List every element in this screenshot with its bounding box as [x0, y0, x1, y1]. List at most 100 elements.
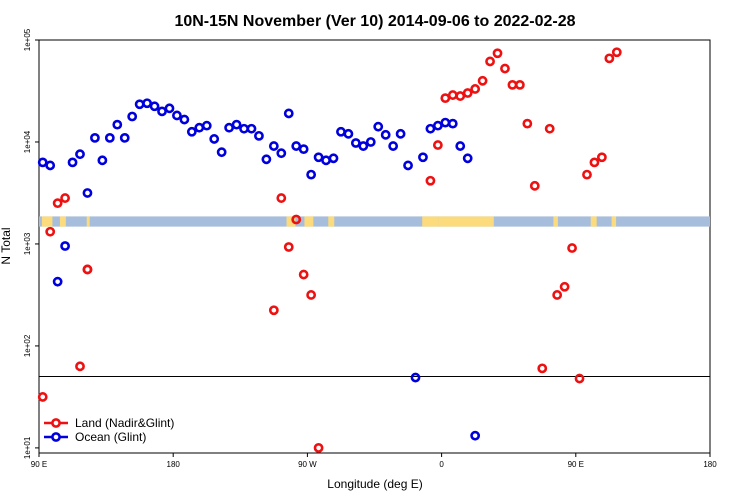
ocean-point	[201, 120, 212, 131]
ocean-point	[75, 149, 85, 160]
land-point	[291, 214, 302, 225]
land-point	[268, 305, 279, 316]
ocean-point	[447, 118, 458, 129]
ocean-point	[313, 152, 324, 163]
land-point	[604, 53, 615, 64]
ocean-point	[231, 119, 242, 130]
x-tick-label: 90 E	[568, 460, 584, 469]
land-point	[60, 193, 70, 203]
ocean-point	[268, 141, 279, 151]
band-land	[328, 216, 335, 227]
land-point	[559, 281, 570, 292]
x-tick-label: 90 E	[31, 460, 47, 469]
ocean-point	[380, 129, 391, 140]
land-point	[82, 264, 93, 275]
land-point	[425, 175, 436, 186]
band-land	[304, 216, 314, 227]
y-tick-label: 1e+02	[23, 334, 32, 357]
ocean-point	[432, 120, 443, 131]
ocean-point	[172, 110, 182, 121]
ocean-point	[254, 130, 264, 141]
ocean-point	[298, 144, 309, 155]
x-tick-label: 180	[703, 460, 717, 469]
band-land	[59, 216, 66, 227]
land-point	[582, 169, 592, 180]
ocean-point	[97, 155, 108, 166]
ocean-point	[276, 148, 287, 159]
band-ocean	[39, 216, 710, 227]
band-land	[590, 216, 597, 227]
x-tick-label: 180	[167, 460, 181, 469]
ocean-point	[142, 98, 153, 109]
ocean-point	[418, 152, 428, 163]
band-land	[41, 216, 53, 227]
ocean-point	[60, 241, 70, 251]
land-point	[440, 93, 451, 104]
land-point	[544, 123, 555, 134]
land-point	[298, 269, 309, 280]
land-ocean-band	[39, 216, 710, 227]
legend-entry: Ocean (Glint)	[75, 430, 146, 444]
ocean-point	[164, 103, 175, 114]
land-point	[552, 290, 563, 300]
land-point	[529, 180, 540, 191]
ocean-point	[209, 134, 220, 144]
x-axis: 90 E 180 90 W 0 90 E 180	[31, 453, 717, 469]
ocean-point	[350, 138, 361, 148]
ocean-point	[373, 121, 384, 132]
ocean-point	[112, 119, 123, 130]
y-tick-label: 1e+04	[23, 130, 32, 153]
ocean-point	[462, 153, 473, 164]
ocean-point	[67, 157, 78, 168]
ocean-point	[45, 160, 56, 171]
ocean-point	[90, 132, 100, 143]
x-axis-label: Longitude (deg E)	[327, 477, 422, 491]
land-point	[462, 88, 473, 98]
ocean-point	[37, 157, 48, 168]
land-point	[37, 392, 48, 402]
ocean-point	[127, 111, 138, 122]
land-point	[589, 157, 600, 168]
ocean-point	[328, 153, 339, 164]
data-points	[37, 47, 622, 453]
ocean-point	[119, 132, 130, 143]
land-point	[45, 226, 56, 237]
ocean-point	[216, 147, 227, 158]
ocean-point	[343, 128, 354, 139]
x-tick-label: 90 W	[298, 460, 317, 469]
ocean-point	[403, 160, 413, 171]
land-point	[477, 75, 488, 86]
y-tick-label: 1e+05	[23, 28, 32, 51]
ocean-point	[388, 141, 399, 151]
land-point	[432, 140, 443, 150]
ocean-point	[425, 123, 436, 134]
ocean-point	[358, 141, 369, 151]
y-tick-label: 1e+03	[23, 232, 32, 255]
ocean-point	[82, 188, 93, 198]
ocean-point	[395, 128, 406, 139]
ocean-point	[246, 123, 257, 134]
band-land	[422, 216, 439, 227]
ocean-point	[306, 169, 317, 180]
ocean-point	[52, 276, 63, 287]
band-land	[438, 216, 494, 227]
land-point	[455, 91, 466, 101]
band-land	[286, 216, 296, 227]
land-point	[75, 361, 85, 372]
land-point	[522, 118, 533, 129]
ocean-point	[157, 106, 167, 117]
x-tick-label: 0	[439, 460, 444, 469]
band-land	[553, 216, 558, 227]
land-point	[567, 243, 577, 253]
ocean-point	[283, 108, 294, 119]
ocean-point	[455, 141, 466, 151]
land-point	[306, 290, 317, 300]
land-point	[537, 363, 548, 374]
y-axis: 1e+01 1e+02 1e+03 1e+04 1e+05	[23, 28, 39, 459]
land-point	[500, 63, 510, 74]
land-point	[485, 56, 495, 67]
land-point	[596, 152, 607, 163]
y-tick-label: 1e+01	[23, 436, 32, 459]
ocean-point	[261, 154, 272, 165]
